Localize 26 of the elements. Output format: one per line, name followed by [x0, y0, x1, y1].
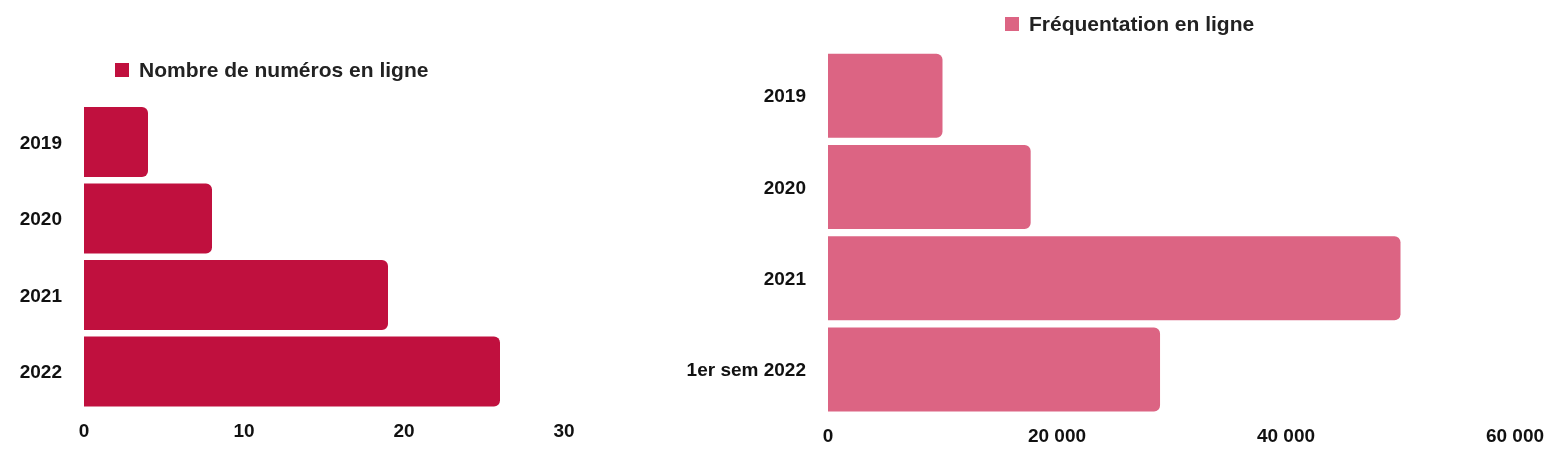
legend-label: Nombre de numéros en ligne [138, 58, 429, 82]
x-tick-label: 0 [78, 420, 90, 442]
x-tick-label: 40 000 [1256, 425, 1316, 447]
y-tick-label: 2021 [763, 267, 807, 289]
bar [828, 144, 1031, 229]
x-tick-label: 30 [553, 420, 575, 442]
legend-label: Fréquentation en ligne [1028, 12, 1255, 36]
x-tick-label: 10 [233, 420, 255, 442]
bar [828, 236, 1401, 321]
bar [828, 327, 1161, 412]
bar [84, 336, 500, 407]
x-tick-label: 20 000 [1027, 425, 1087, 447]
y-tick-label: 2019 [763, 85, 806, 107]
bar [828, 53, 943, 138]
y-tick-label: 2021 [19, 284, 63, 306]
y-tick-label: 2020 [763, 176, 806, 198]
x-tick-label: 0 [822, 425, 834, 447]
x-tick-label: 60 000 [1485, 425, 1545, 447]
y-tick-label: 2020 [19, 208, 62, 230]
y-tick-label: 2019 [19, 131, 62, 153]
bar [84, 260, 388, 331]
y-tick-label: 1er sem 2022 [686, 359, 806, 381]
y-tick-label: 2022 [19, 361, 62, 383]
bar [84, 107, 148, 178]
x-tick-label: 20 [393, 420, 415, 442]
bar [84, 183, 212, 254]
